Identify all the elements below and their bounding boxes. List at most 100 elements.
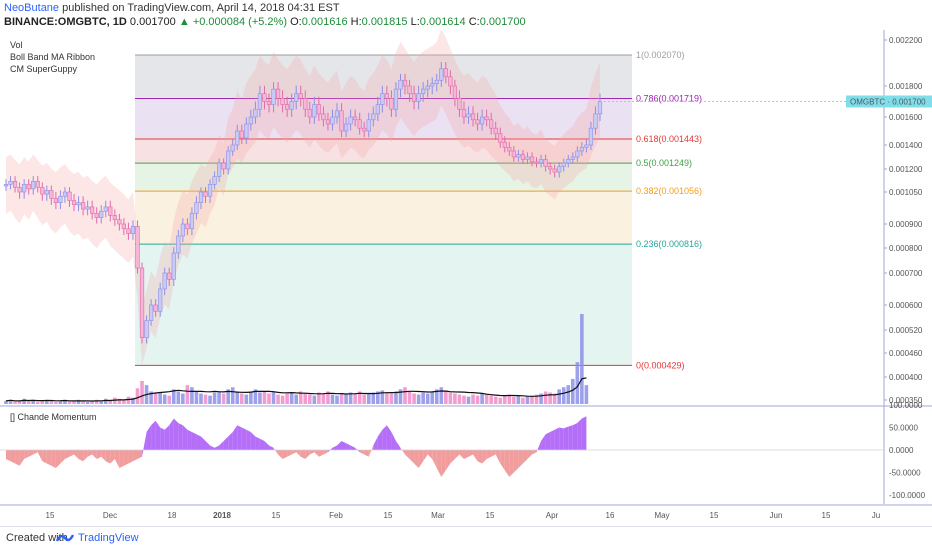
cmo-segment	[445, 450, 451, 471]
volume-bar	[140, 380, 144, 404]
volume-bar	[380, 390, 385, 404]
candle	[452, 85, 458, 99]
indicator-label: CM SuperGuppy	[10, 64, 78, 74]
low-label: L:	[410, 16, 420, 28]
volume-bar	[430, 391, 435, 404]
open-value: 0.001616	[301, 16, 348, 28]
fib-zone	[135, 54, 632, 99]
cmo-segment	[427, 450, 433, 459]
cmo-segment	[377, 429, 383, 450]
volume-bar	[135, 388, 140, 404]
price-tag-box	[846, 95, 932, 108]
cmo-segment	[191, 432, 197, 450]
cmo-segment	[346, 443, 351, 450]
candle	[103, 206, 108, 212]
candle	[307, 108, 312, 118]
volume-bar	[525, 396, 530, 404]
candle	[17, 187, 22, 193]
candle	[443, 68, 448, 78]
cmo-segment	[205, 441, 211, 450]
fib-level-label: 0.236(0.000816)	[636, 239, 702, 249]
volume-bar	[90, 400, 94, 404]
candle	[520, 154, 526, 160]
candle	[325, 119, 331, 125]
candle	[502, 141, 507, 148]
candle	[348, 116, 353, 125]
cmo-segment	[19, 450, 25, 466]
volume-bar	[289, 392, 294, 404]
candle	[371, 113, 376, 121]
time-tick-label: May	[654, 511, 669, 520]
volume-bar	[72, 400, 76, 404]
volume-bar	[434, 389, 439, 404]
volume-bar	[570, 378, 575, 404]
cmo-segment	[160, 427, 165, 450]
cmo-segment	[137, 450, 143, 459]
cmo-segment	[482, 450, 487, 464]
cmo-segment	[477, 450, 483, 464]
cmo-segment	[105, 450, 111, 464]
candle	[253, 108, 258, 118]
cmo-segment	[96, 450, 102, 459]
volume-bar	[480, 393, 484, 404]
volume-bar	[35, 401, 40, 404]
candle	[294, 93, 299, 102]
volume-bar	[31, 399, 36, 404]
candle	[380, 93, 385, 105]
candle	[180, 223, 185, 237]
cmo-segment	[196, 434, 201, 450]
candle	[112, 215, 117, 221]
candle	[244, 123, 249, 139]
volume-bar	[235, 391, 240, 404]
price-tick-label: 0.002200	[889, 36, 923, 45]
cmo-segment	[563, 426, 569, 450]
volume-bar	[271, 391, 276, 404]
candle	[248, 116, 253, 125]
volume-bar	[552, 393, 557, 404]
volume-bar	[403, 387, 407, 404]
cmo-segment	[509, 450, 514, 477]
candle	[271, 88, 276, 105]
volume-bar	[407, 391, 412, 404]
candle	[434, 79, 439, 85]
cmo-segment	[87, 450, 93, 457]
cmo-segment	[178, 423, 183, 450]
volume-bar	[76, 399, 81, 404]
volume-bar	[258, 392, 262, 404]
candle	[430, 83, 435, 87]
price-tick-label: 0.000350	[889, 396, 923, 405]
volume-bar	[475, 395, 480, 404]
time-tick-label: 15	[710, 511, 719, 520]
last-price: 0.001700	[129, 16, 176, 28]
candle	[421, 88, 426, 95]
cmo-segment	[531, 450, 537, 455]
volume-bar	[194, 391, 199, 404]
tradingview-brand[interactable]: TradingView	[78, 532, 139, 544]
volume-bar	[357, 391, 362, 404]
volume-bar	[176, 391, 181, 404]
fib-zone	[135, 138, 632, 164]
cmo-segment	[554, 427, 560, 450]
volume-bar	[17, 400, 22, 404]
volume-bar	[530, 395, 534, 404]
candle	[448, 76, 453, 87]
volume-bar	[298, 391, 303, 404]
volume-bar	[294, 394, 298, 404]
time-tick-label: 15	[384, 511, 393, 520]
author-link[interactable]: NeoButane	[4, 2, 60, 14]
cmo-segment	[318, 450, 324, 457]
candle	[285, 104, 290, 110]
cmo-segment	[83, 450, 88, 462]
cmo-segment	[151, 420, 156, 450]
time-tick-label: Dec	[103, 511, 117, 520]
volume-bar	[425, 393, 430, 404]
candle	[194, 202, 199, 214]
cmo-segment	[364, 450, 369, 457]
time-tick-label: Ju	[872, 511, 880, 520]
candle	[126, 228, 131, 234]
price-tick-label: 0.000800	[889, 244, 923, 253]
chart-canvas[interactable]: 1(0.002070) 0.786(0.001719) 0.618(0.001443…	[0, 30, 932, 526]
cmo-segment	[132, 450, 138, 462]
candle	[185, 223, 190, 230]
cmo-segment	[187, 429, 192, 450]
